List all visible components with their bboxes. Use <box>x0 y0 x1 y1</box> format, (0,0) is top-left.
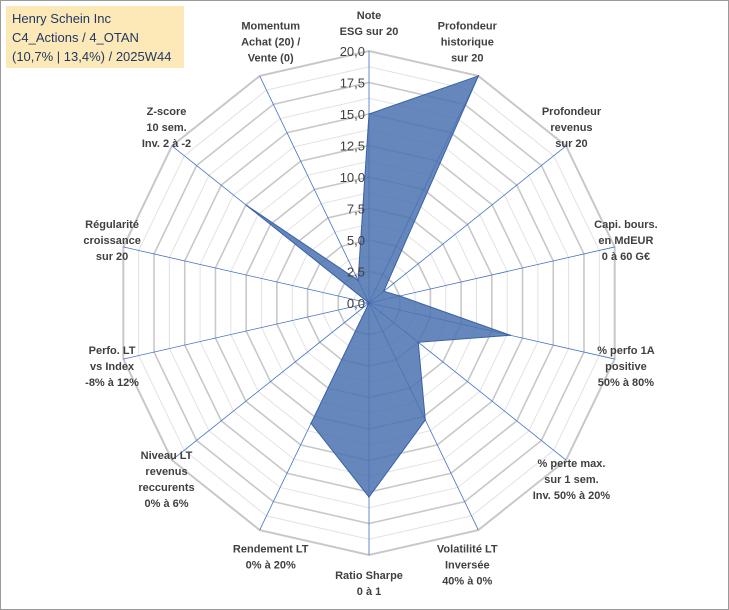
axis-label: Régularité croissance sur 20 <box>83 219 140 263</box>
axis-label-line: reccurents <box>138 482 194 494</box>
axis-label: Niveau LT revenus reccurents 0% à 6% <box>138 450 194 510</box>
axis-label: Profondeur revenus sur 20 <box>542 106 602 150</box>
data-point <box>310 422 312 425</box>
axis-label-line: sur 1 sem. <box>544 474 598 486</box>
axis-label: Momentum Achat (20) / Vente (0) <box>241 21 300 65</box>
axis-label: Perfo. LT vs Index -8% à 12% <box>85 345 139 389</box>
axis-spoke <box>259 75 370 304</box>
axis-label-line: Rendement LT <box>233 543 309 555</box>
axis-label-line: 0 à 60 G€ <box>602 251 650 263</box>
axis-label-line: sur 20 <box>96 251 128 263</box>
tick-label: 15,0 <box>340 107 365 122</box>
axis-label: Capi. bours. en MdEUR 0 à 60 G€ <box>594 219 658 263</box>
axis-label: Ratio Sharpe 0 à 1 <box>335 570 403 598</box>
axis-label: Profondeur historique sur 20 <box>438 21 498 65</box>
axis-label: % perfo 1A positive 50% à 80% <box>597 345 655 389</box>
axis-label-line: % perte max. <box>538 458 606 470</box>
tick-label: 0,0 <box>347 296 365 311</box>
portfolio-name: C4_Actions / 4_OTAN <box>12 30 139 45</box>
data-point <box>357 279 359 282</box>
axis-label-line: revenus <box>145 466 187 478</box>
axis-label-line: Z-score <box>147 106 187 118</box>
axis-label-line: historique <box>441 37 494 49</box>
tick-label: 17,5 <box>340 76 365 91</box>
axis-label-line: 50% à 80% <box>598 377 654 389</box>
performance-week: (10,7% | 13,4%) / 2025W44 <box>12 49 172 64</box>
axis-label-line: vs Index <box>90 361 135 373</box>
data-point <box>368 302 370 304</box>
axis-label-line: Profondeur <box>438 21 498 33</box>
tick-label: 7,5 <box>347 202 365 217</box>
tick-label: 12,5 <box>340 139 365 154</box>
data-point <box>368 496 370 498</box>
axis-label-line: Volatilité LT <box>437 543 498 555</box>
data-point <box>417 341 420 344</box>
tick-label: 5,0 <box>347 233 365 248</box>
axis-label-line: Achat (20) / <box>241 37 300 49</box>
data-point <box>246 204 248 207</box>
axis-label-line: Vente (0) <box>248 53 294 65</box>
axis-label-line: positive <box>605 361 647 373</box>
axis-label-line: Note <box>357 10 381 22</box>
company-name: Henry Schein Inc <box>12 11 111 26</box>
axis-label-line: Inversée <box>445 559 490 571</box>
axis-label: Rendement LT 0% à 20% <box>233 543 309 571</box>
axis-label-line: revenus <box>550 122 592 134</box>
axis-label-line: Inv. 2 à -2 <box>142 138 191 150</box>
data-point <box>368 113 370 115</box>
axis-label-line: 10 sem. <box>146 122 186 134</box>
axis-label-line: 0% à 6% <box>145 498 189 510</box>
axis-spoke <box>123 302 370 360</box>
axis-spoke <box>123 246 370 304</box>
axis-label-line: Niveau LT <box>141 450 193 462</box>
axis-label-line: Ratio Sharpe <box>335 570 403 582</box>
tick-label: 2,5 <box>347 265 365 280</box>
data-point <box>509 334 512 337</box>
axis-label-line: Régularité <box>85 219 139 231</box>
tick-label: 10,0 <box>340 170 365 185</box>
data-point <box>477 75 480 77</box>
chart-title-box: Henry Schein Inc C4_Actions / 4_OTAN (10… <box>6 6 184 68</box>
axis-label-line: 40% à 0% <box>442 575 492 587</box>
axis-label: Z-score 10 sem. Inv. 2 à -2 <box>142 106 191 150</box>
axis-label-line: sur 20 <box>555 138 587 150</box>
axis-spoke <box>368 145 567 304</box>
axis-label: Volatilité LT Inversée 40% à 0% <box>437 543 498 587</box>
axis-label-line: % perfo 1A <box>597 345 655 357</box>
axis-label-line: Inv. 50% à 20% <box>533 490 611 502</box>
data-point <box>398 295 401 297</box>
axis-label-line: croissance <box>83 235 140 247</box>
tick-label: 20,0 <box>340 44 365 59</box>
axis-label-line: Capi. bours. <box>594 219 658 231</box>
data-point <box>382 290 385 293</box>
axis-label-line: en MdEUR <box>598 235 653 247</box>
axis-label-line: Momentum <box>241 21 300 33</box>
axis-label-line: Perfo. LT <box>89 345 136 357</box>
axis-spoke <box>368 246 615 304</box>
axis-label-line: sur 20 <box>451 53 483 65</box>
axis-label-line: Profondeur <box>542 106 602 118</box>
axis-label-line: 0 à 1 <box>357 586 381 598</box>
axis-label-line: 0% à 20% <box>246 559 296 571</box>
axis-spoke <box>171 302 370 461</box>
axis-label: Note ESG sur 20 <box>340 10 399 38</box>
axis-label: % perte max. sur 1 sem. Inv. 50% à 20% <box>533 458 611 502</box>
axis-label-line: ESG sur 20 <box>340 26 399 38</box>
data-point <box>424 419 427 421</box>
axis-label-line: -8% à 12% <box>85 377 139 389</box>
